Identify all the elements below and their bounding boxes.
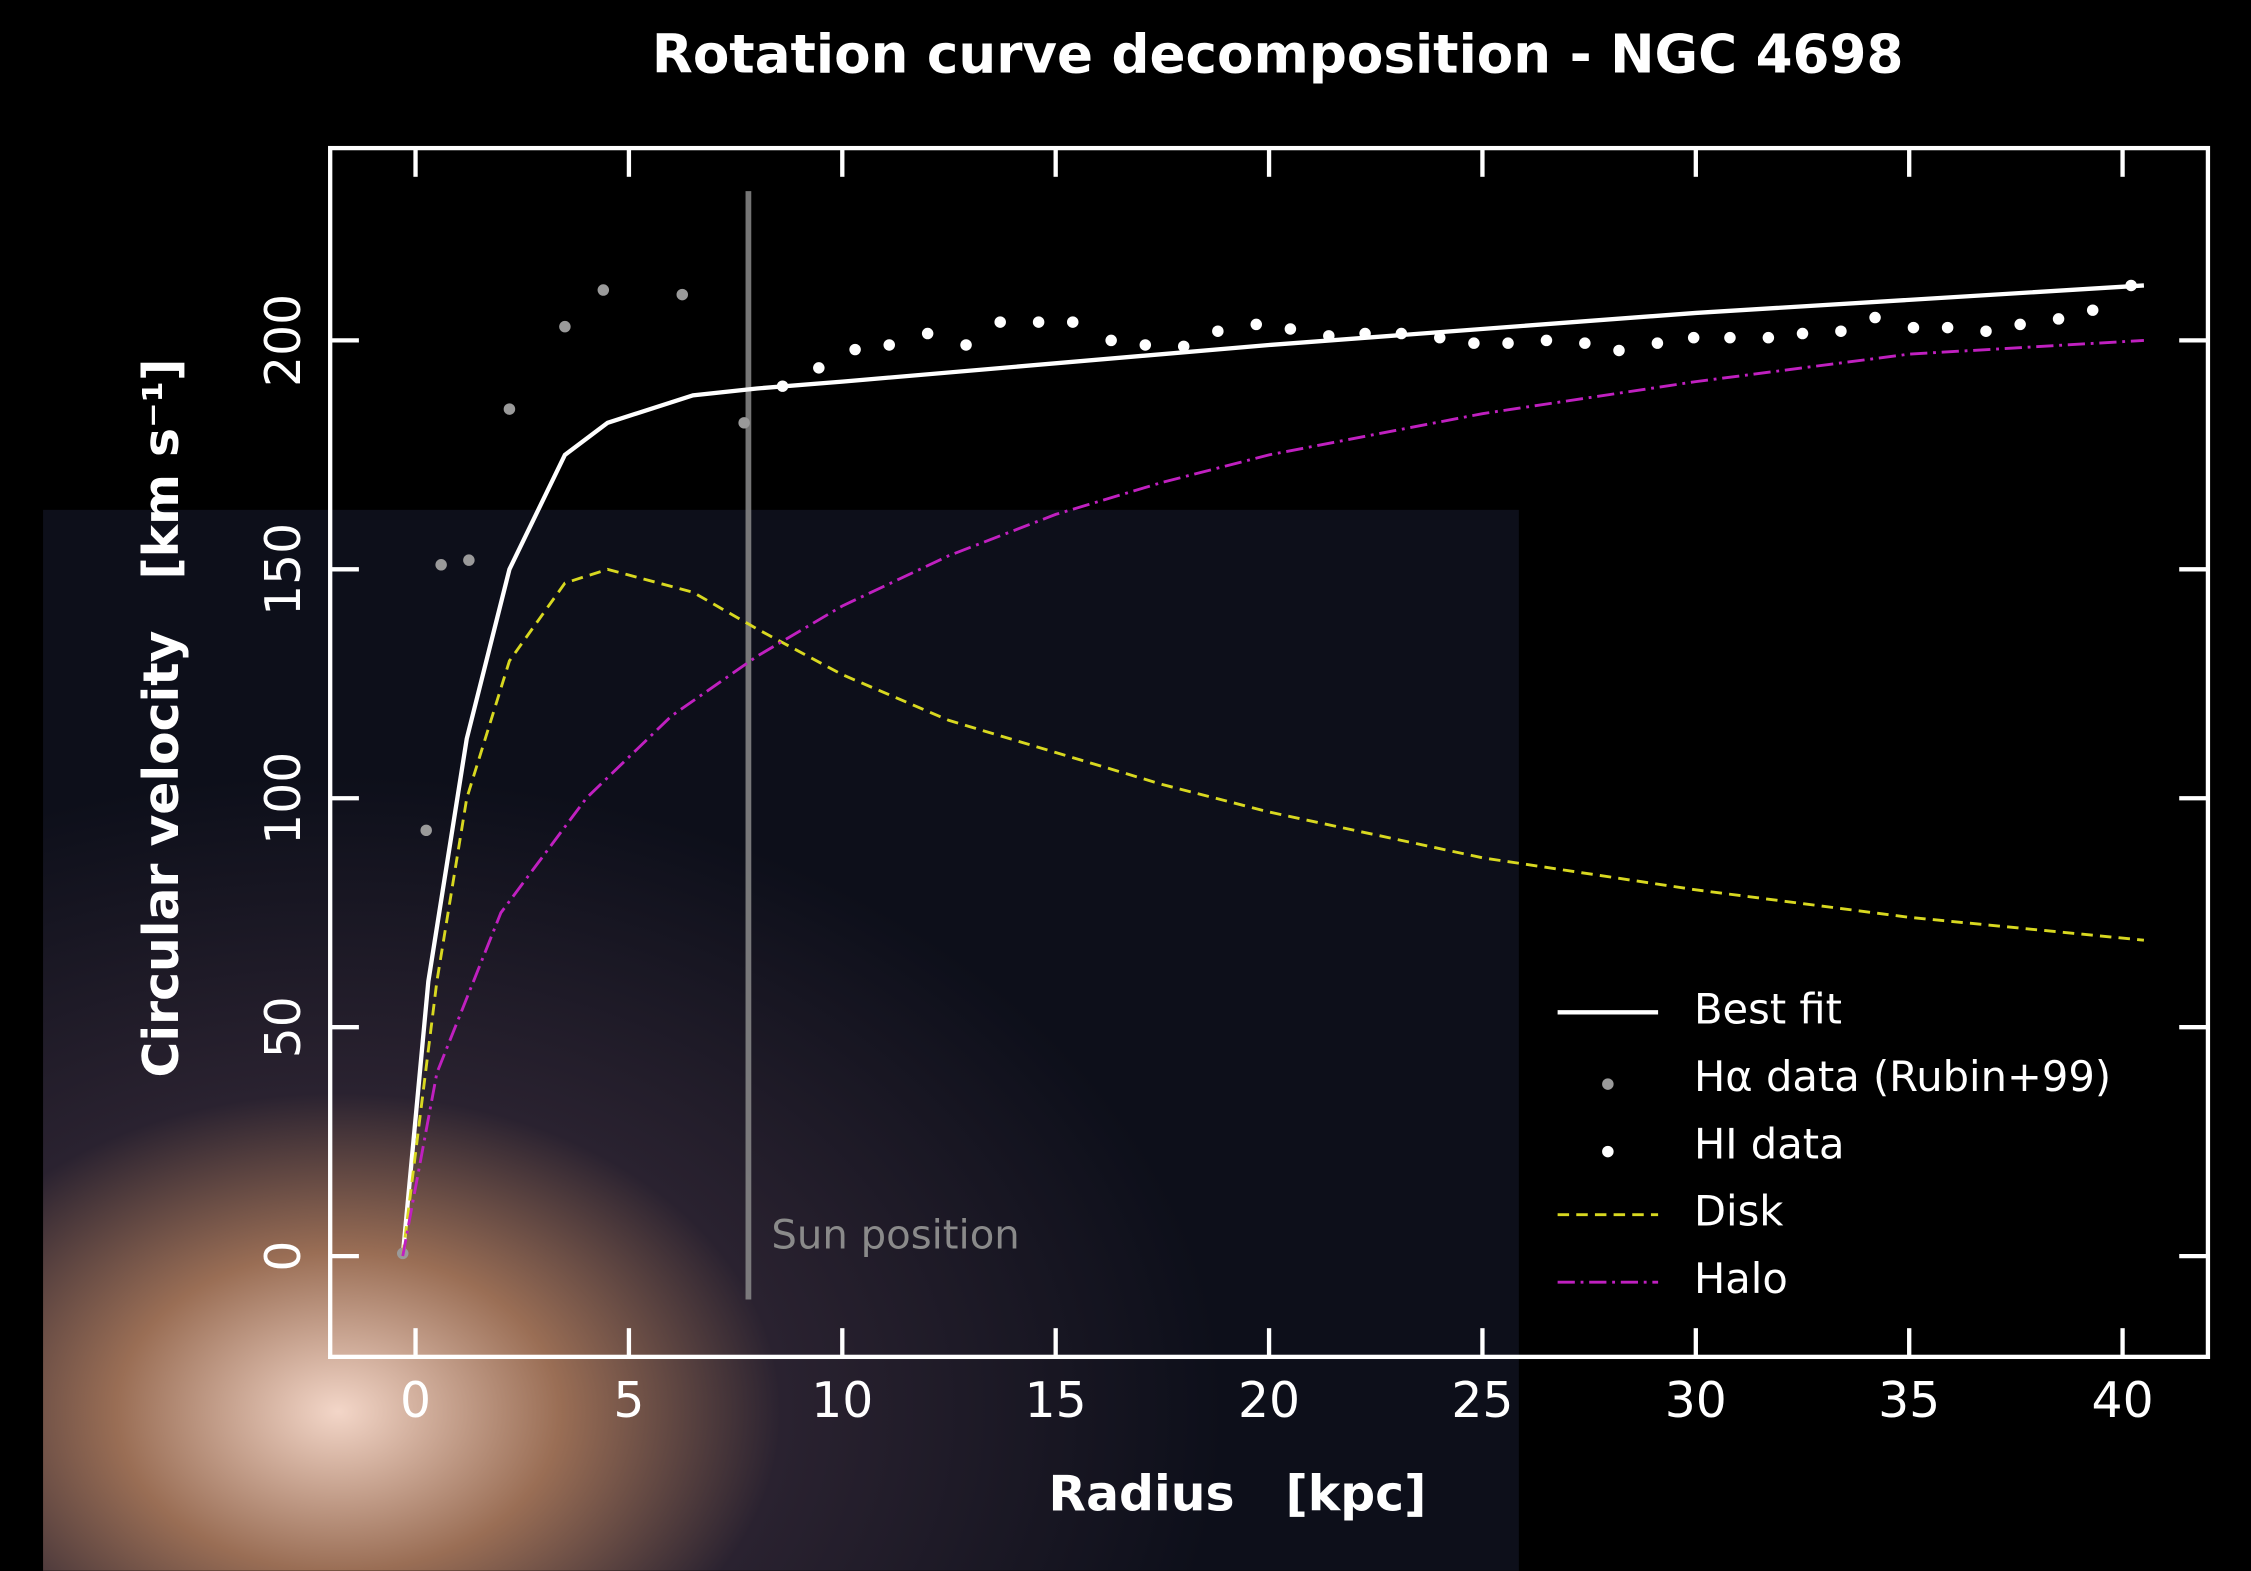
data-point — [1212, 326, 1223, 337]
data-point — [420, 825, 431, 836]
data-point — [1869, 312, 1880, 323]
x-tick-label: 25 — [1451, 1372, 1513, 1429]
data-point — [1763, 332, 1774, 343]
data-point — [1541, 335, 1552, 346]
sun-position-label: Sun position — [771, 1213, 1019, 1259]
data-point — [1434, 332, 1445, 343]
y-tick-label: 50 — [255, 996, 312, 1058]
data-point — [1908, 322, 1919, 333]
x-tick-label: 15 — [1025, 1372, 1087, 1429]
data-point — [994, 316, 1005, 327]
x-tick-label: 5 — [613, 1372, 644, 1429]
x-tick-label: 40 — [2092, 1372, 2154, 1429]
data-point — [960, 339, 971, 350]
data-point — [849, 344, 860, 355]
data-point — [677, 289, 688, 300]
chart: Rotation curve decomposition - NGC 4698 … — [0, 0, 2251, 1571]
y-tick-label: 200 — [255, 294, 312, 387]
y-tick-label: 100 — [255, 752, 312, 845]
y-tick-label: 0 — [255, 1241, 312, 1272]
data-point — [1140, 339, 1151, 350]
legend-label: Halo — [1694, 1254, 1788, 1303]
x-tick-label: 0 — [400, 1372, 431, 1429]
data-point — [1105, 335, 1116, 346]
data-point — [1396, 328, 1407, 339]
data-point — [1652, 337, 1663, 348]
y-axis-label: Circular velocity [km s⁻¹] — [133, 359, 190, 1078]
x-tick-label: 30 — [1665, 1372, 1727, 1429]
data-point — [2053, 313, 2064, 324]
data-point — [1835, 326, 1846, 337]
x-tick-label: 10 — [811, 1372, 873, 1429]
legend-label: Best fit — [1694, 984, 1842, 1033]
data-point — [1067, 316, 1078, 327]
data-point — [1980, 326, 1991, 337]
data-point — [559, 321, 570, 332]
data-point — [504, 403, 515, 414]
data-point — [1942, 322, 1953, 333]
data-point — [1502, 337, 1513, 348]
chart-title: Rotation curve decomposition - NGC 4698 — [652, 23, 1904, 85]
legend-swatch — [1602, 1146, 1613, 1157]
data-point — [1285, 323, 1296, 334]
data-point — [598, 284, 609, 295]
data-point — [922, 328, 933, 339]
data-point — [1797, 328, 1808, 339]
y-tick-label: 150 — [255, 523, 312, 616]
data-point — [813, 362, 824, 373]
data-point — [1724, 332, 1735, 343]
data-point — [1323, 330, 1334, 341]
legend-label: Hα data (Rubin+99) — [1694, 1052, 2111, 1101]
data-point — [2014, 319, 2025, 330]
data-point — [1178, 341, 1189, 352]
data-point — [1359, 328, 1370, 339]
x-tick-label: 20 — [1238, 1372, 1300, 1429]
data-point — [777, 380, 788, 391]
data-point — [1251, 319, 1262, 330]
data-point — [1579, 337, 1590, 348]
data-point — [1468, 337, 1479, 348]
data-point — [883, 339, 894, 350]
data-point — [738, 417, 749, 428]
x-axis-label: Radius [kpc] — [1049, 1466, 1427, 1523]
data-point — [435, 559, 446, 570]
data-point — [1688, 332, 1699, 343]
legend-swatch — [1602, 1078, 1613, 1089]
x-tick-label: 35 — [1878, 1372, 1940, 1429]
data-point — [463, 554, 474, 565]
data-point — [2125, 280, 2136, 291]
data-point — [1613, 345, 1624, 356]
data-point — [1033, 316, 1044, 327]
legend-label: HI data — [1694, 1119, 1845, 1168]
data-point — [2087, 304, 2098, 315]
legend-label: Disk — [1694, 1187, 1783, 1236]
